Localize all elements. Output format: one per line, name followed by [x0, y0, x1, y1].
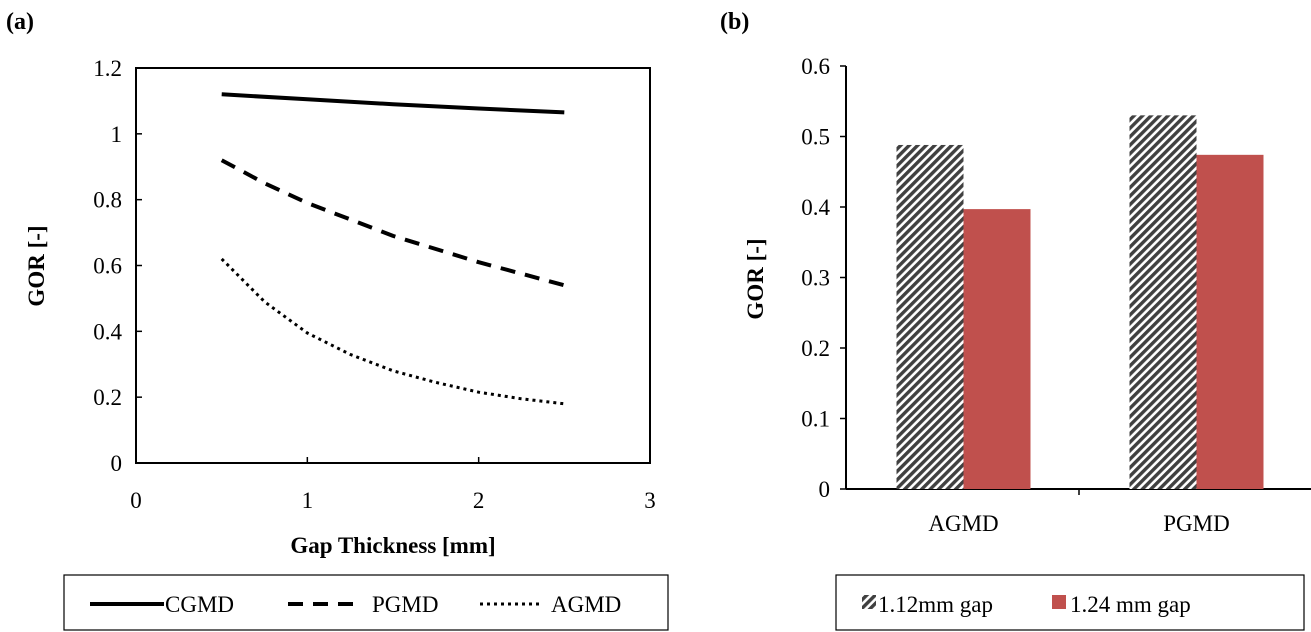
chart-a-legend: CGMD PGMD AGMD	[63, 574, 669, 631]
y-tick-label: 0.6	[93, 254, 122, 279]
x-tick-label: 1	[302, 488, 314, 513]
legend-label-pgmd: PGMD	[372, 592, 438, 617]
chart-b: 0 0.1 0.2 0.3 0.4 0.5 0.6 AGMD PGMD GOR [-]	[743, 54, 1311, 536]
bar-pgmd-series-2	[1196, 154, 1264, 489]
chart-b-y-axis: 0 0.1 0.2 0.3 0.4 0.5 0.6	[801, 54, 846, 502]
y-tick-label: 0.3	[801, 266, 830, 291]
chart-b-bars	[896, 115, 1264, 490]
y-tick-label: 0.2	[801, 336, 830, 361]
y-tick-label: 0.1	[801, 407, 830, 432]
y-tick-label: 0	[111, 451, 123, 476]
x-tick-label: 0	[130, 488, 142, 513]
series-line-pgmd	[220, 158, 565, 288]
legend-label-1-24mm: 1.24 mm gap	[1070, 592, 1191, 617]
legend-label-cgmd: CGMD	[165, 592, 234, 617]
y-tick-label: 0.2	[93, 385, 122, 410]
chart-b-x-axis: AGMD PGMD	[928, 489, 1230, 536]
y-tick-label: 1	[111, 122, 123, 147]
panel-a-label: (a)	[6, 9, 34, 35]
x-category-label: PGMD	[1163, 511, 1229, 536]
chart-a-legend-box	[63, 574, 669, 631]
chart-a-x-axis: 0 1 2 3	[130, 457, 656, 513]
bar-agmd-series-1	[896, 144, 964, 489]
panel-b-label: (b)	[720, 9, 749, 35]
legend-swatch-1-12mm	[862, 595, 876, 609]
y-tick-label: 0	[819, 477, 831, 502]
chart-a-x-label: Gap Thickness [mm]	[290, 533, 495, 558]
chart-b-y-label: GOR [-]	[743, 238, 768, 319]
x-tick-label: 2	[473, 488, 485, 513]
y-tick-label: 0.6	[801, 54, 830, 79]
y-tick-label: 0.4	[93, 319, 122, 344]
legend-swatch-1-24mm	[1052, 595, 1066, 609]
chart-a-series	[220, 92, 565, 406]
legend-label-agmd: AGMD	[551, 592, 621, 617]
y-tick-label: 0.5	[801, 125, 830, 150]
x-category-label: AGMD	[928, 511, 998, 536]
chart-a-plot-area	[135, 67, 651, 464]
y-tick-label: 1.2	[93, 56, 122, 81]
chart-a: 0 0.2 0.4 0.6 0.8 1 1.2 0 1 2 3 GOR [-] Gap Thick…	[24, 56, 656, 558]
chart-a-y-label: GOR [-]	[24, 225, 49, 306]
series-line-cgmd	[221, 92, 565, 115]
chart-a-y-axis: 0 0.2 0.4 0.6 0.8 1 1.2	[93, 56, 142, 476]
chart-b-legend: 1.12mm gap 1.24 mm gap	[835, 574, 1305, 631]
y-tick-label: 0.4	[801, 195, 830, 220]
chart-b-legend-box	[835, 574, 1305, 631]
series-line-agmd	[220, 257, 565, 406]
bar-agmd-series-2	[963, 209, 1031, 490]
bar-pgmd-series-1	[1129, 115, 1197, 489]
x-tick-label: 3	[644, 488, 656, 513]
y-tick-label: 0.8	[93, 188, 122, 213]
legend-label-1-12mm: 1.12mm gap	[878, 592, 993, 617]
